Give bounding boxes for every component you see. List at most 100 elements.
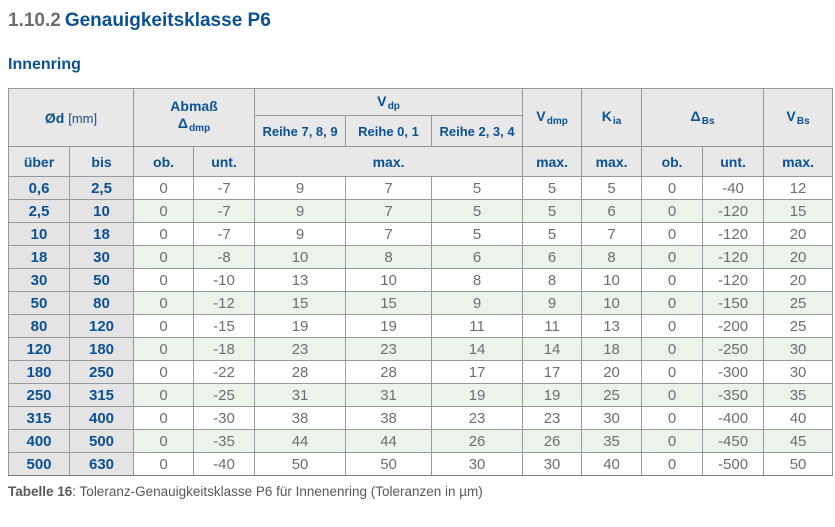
tolerance-value-cell: 0	[133, 314, 195, 338]
tolerance-value-cell: 6	[581, 199, 643, 223]
col-max-vdp: max.	[254, 146, 524, 177]
tolerance-value-cell: 23	[254, 337, 347, 361]
tolerance-value-cell: 0	[641, 337, 704, 361]
tolerance-value-cell: 0	[641, 429, 704, 453]
tolerance-value-cell: 14	[522, 337, 583, 361]
tolerance-value-cell: 6	[431, 245, 524, 269]
col-group-diameter: Ød [mm]	[7, 88, 135, 147]
size-range-cell: 50	[8, 291, 70, 315]
tolerance-value-cell: 8	[581, 245, 643, 269]
col-ob-bs: ob.	[641, 146, 704, 177]
section-number: 1.10.2	[8, 10, 61, 31]
tolerance-value-cell: 11	[522, 314, 583, 338]
tolerance-value-cell: 0	[133, 337, 195, 361]
tolerance-value-cell: 38	[254, 406, 347, 430]
tolerance-value-cell: 5	[522, 199, 583, 223]
tolerance-value-cell: -18	[193, 337, 256, 361]
tolerance-value-cell: 30	[431, 452, 524, 476]
tolerance-value-cell: 0	[133, 383, 195, 407]
tolerance-value-cell: 19	[522, 383, 583, 407]
tolerance-value-cell: 26	[522, 429, 583, 453]
tolerance-value-cell: -30	[193, 406, 256, 430]
tolerance-value-cell: -350	[702, 383, 765, 407]
tolerance-value-cell: -300	[702, 360, 765, 384]
subsection-title: Innenring	[8, 56, 81, 73]
size-range-cell: 180	[8, 360, 70, 384]
tolerance-value-cell: 0	[641, 199, 704, 223]
tolerance-value-cell: 20	[581, 360, 643, 384]
col-max-vbs: max.	[763, 146, 834, 177]
tolerance-value-cell: 25	[763, 291, 834, 315]
tolerance-value-cell: -8	[193, 245, 256, 269]
col-reihe-01: Reihe 0, 1	[345, 115, 433, 147]
tolerance-value-cell: 7	[345, 199, 433, 223]
table-row: 315 400 0 -30 38 38 23 23 30 0 -400 40	[8, 406, 834, 430]
col-group-vdmp: V dmp	[522, 88, 583, 147]
tolerance-value-cell: 13	[254, 268, 347, 292]
size-range-cell: 315	[68, 383, 135, 407]
tolerance-value-cell: 35	[763, 383, 834, 407]
tolerance-value-cell: 0	[641, 360, 704, 384]
col-reihe-789: Reihe 7, 8, 9	[254, 115, 347, 147]
col-ueber: über	[8, 146, 70, 177]
col-max-vdmp: max.	[522, 146, 583, 177]
col-group-vbs: V Bs	[763, 88, 834, 147]
tolerance-value-cell: 0	[133, 268, 195, 292]
tolerance-value-cell: 9	[431, 291, 524, 315]
size-range-cell: 18	[8, 245, 70, 269]
tolerance-table: Ød [mm] Abmaß Δ dmp V dp V dmp K ia Δ Bs…	[7, 88, 834, 476]
tolerance-value-cell: 0	[133, 199, 195, 223]
tolerance-value-cell: -7	[193, 199, 256, 223]
size-range-cell: 30	[68, 245, 135, 269]
tolerance-value-cell: 5	[431, 199, 524, 223]
size-range-cell: 30	[8, 268, 70, 292]
tolerance-value-cell: 0	[133, 222, 195, 246]
size-range-cell: 2,5	[8, 199, 70, 223]
tolerance-value-cell: -12	[193, 291, 256, 315]
tolerance-value-cell: 0	[133, 452, 195, 476]
tolerance-value-cell: 9	[522, 291, 583, 315]
header-row-groups: Ød [mm] Abmaß Δ dmp V dp V dmp K ia Δ Bs…	[7, 88, 834, 147]
size-range-cell: 0,6	[8, 176, 70, 200]
tolerance-value-cell: 10	[345, 268, 433, 292]
tolerance-value-cell: 7	[345, 176, 433, 200]
tolerance-value-cell: 23	[345, 337, 433, 361]
table-row: 120 180 0 -18 23 23 14 14 18 0 -250 30	[8, 337, 834, 361]
col-group-kia: K ia	[581, 88, 643, 147]
size-range-cell: 120	[8, 337, 70, 361]
tolerance-value-cell: 0	[133, 360, 195, 384]
table-row: 30 50 0 -10 13 10 8 8 10 0 -120 20	[8, 268, 834, 292]
size-range-cell: 400	[8, 429, 70, 453]
tolerance-value-cell: 44	[254, 429, 347, 453]
tolerance-value-cell: -7	[193, 176, 256, 200]
tolerance-value-cell: 19	[345, 314, 433, 338]
tolerance-value-cell: 30	[522, 452, 583, 476]
size-range-cell: 18	[68, 222, 135, 246]
size-range-cell: 630	[68, 452, 135, 476]
tolerance-value-cell: -400	[702, 406, 765, 430]
col-max-kia: max.	[581, 146, 643, 177]
col-group-vdp: V dp	[254, 88, 524, 116]
tolerance-value-cell: 17	[431, 360, 524, 384]
tolerance-value-cell: 50	[763, 452, 834, 476]
size-range-cell: 10	[8, 222, 70, 246]
tolerance-value-cell: 0	[641, 245, 704, 269]
tolerance-value-cell: 20	[763, 268, 834, 292]
table-row: 500 630 0 -40 50 50 30 30 40 0 -500 50	[8, 452, 834, 476]
tolerance-value-cell: 0	[133, 176, 195, 200]
table-row: 18 30 0 -8 10 8 6 6 8 0 -120 20	[8, 245, 834, 269]
tolerance-value-cell: 0	[641, 406, 704, 430]
tolerance-value-cell: 45	[763, 429, 834, 453]
tolerance-value-cell: 15	[763, 199, 834, 223]
col-reihe-234: Reihe 2, 3, 4	[431, 115, 524, 147]
tolerance-value-cell: 28	[254, 360, 347, 384]
size-range-cell: 250	[8, 383, 70, 407]
tolerance-value-cell: 6	[522, 245, 583, 269]
page-title: 1.10.2 Genauigkeitsklasse P6	[8, 10, 832, 32]
tolerance-value-cell: 0	[133, 245, 195, 269]
tolerance-value-cell: 0	[641, 291, 704, 315]
tolerance-value-cell: 20	[763, 245, 834, 269]
tolerance-value-cell: 31	[254, 383, 347, 407]
tolerance-value-cell: 23	[522, 406, 583, 430]
tolerance-value-cell: 25	[581, 383, 643, 407]
